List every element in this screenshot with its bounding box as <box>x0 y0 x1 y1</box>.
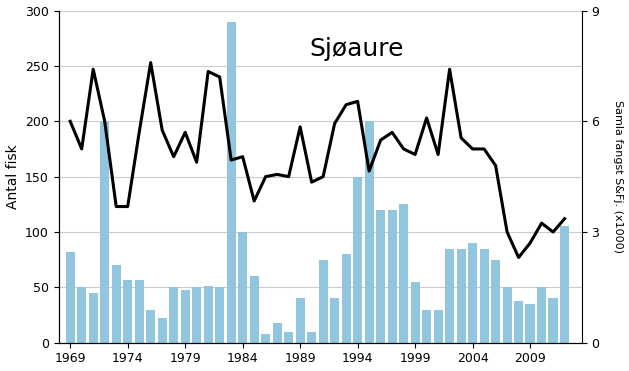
Bar <box>158 318 167 343</box>
Bar <box>503 288 512 343</box>
Bar <box>123 280 132 343</box>
Bar <box>65 252 75 343</box>
Bar <box>445 249 454 343</box>
Bar <box>411 282 420 343</box>
Bar <box>387 210 397 343</box>
Bar <box>296 298 304 343</box>
Bar <box>376 210 385 343</box>
Bar <box>135 280 144 343</box>
Bar <box>181 290 190 343</box>
Bar <box>457 249 465 343</box>
Bar <box>330 298 339 343</box>
Bar <box>468 243 477 343</box>
Bar <box>261 334 270 343</box>
Bar <box>365 121 374 343</box>
Y-axis label: Samla fangst S&Fj. (x1000): Samla fangst S&Fj. (x1000) <box>613 100 623 253</box>
Bar <box>537 288 546 343</box>
Bar <box>89 293 97 343</box>
Bar <box>204 286 213 343</box>
Bar <box>399 204 408 343</box>
Bar <box>307 332 316 343</box>
Bar <box>192 288 201 343</box>
Y-axis label: Antal fisk: Antal fisk <box>6 144 19 209</box>
Bar <box>284 332 293 343</box>
Bar <box>560 226 569 343</box>
Bar <box>215 288 225 343</box>
Bar <box>226 22 236 343</box>
Bar <box>491 260 500 343</box>
Bar <box>514 301 523 343</box>
Bar <box>250 276 259 343</box>
Bar <box>353 177 362 343</box>
Bar <box>146 309 155 343</box>
Text: Sjøaure: Sjøaure <box>309 37 404 61</box>
Bar <box>111 265 121 343</box>
Bar <box>318 260 328 343</box>
Bar <box>548 298 558 343</box>
Bar <box>433 309 443 343</box>
Bar <box>342 254 351 343</box>
Bar <box>422 309 431 343</box>
Bar <box>479 249 489 343</box>
Bar <box>272 323 282 343</box>
Bar <box>100 121 109 343</box>
Bar <box>169 288 178 343</box>
Bar <box>238 232 247 343</box>
Bar <box>525 304 535 343</box>
Bar <box>77 288 86 343</box>
